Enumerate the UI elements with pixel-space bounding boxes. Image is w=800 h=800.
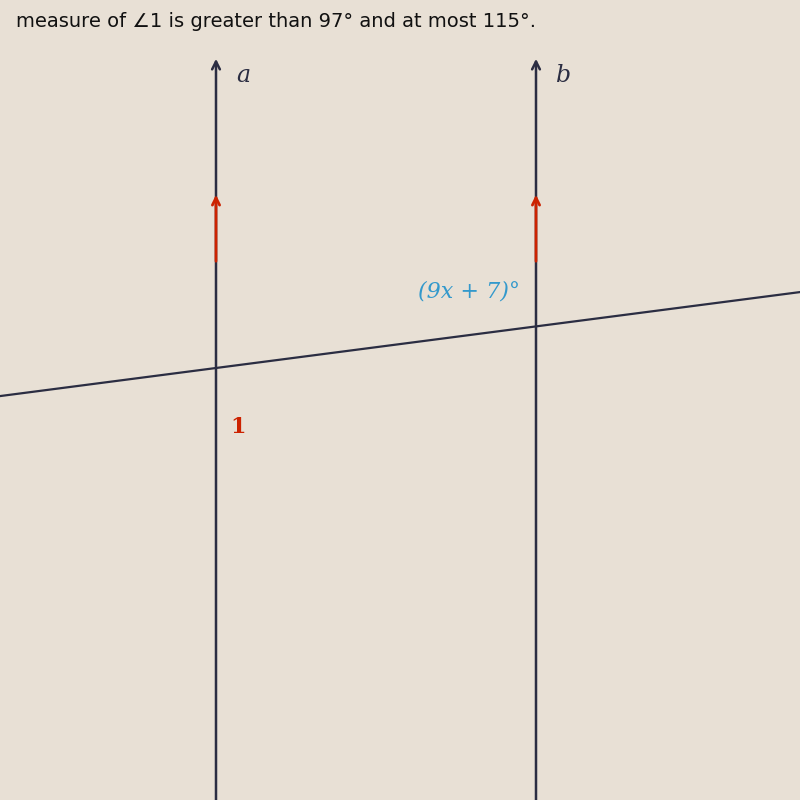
Text: a: a (236, 64, 250, 87)
Text: 1: 1 (230, 416, 246, 438)
Text: b: b (556, 64, 571, 87)
Text: measure of ∠1 is greater than 97° and at most 115°.: measure of ∠1 is greater than 97° and at… (16, 12, 536, 31)
Text: (9x + 7)°: (9x + 7)° (418, 280, 520, 302)
